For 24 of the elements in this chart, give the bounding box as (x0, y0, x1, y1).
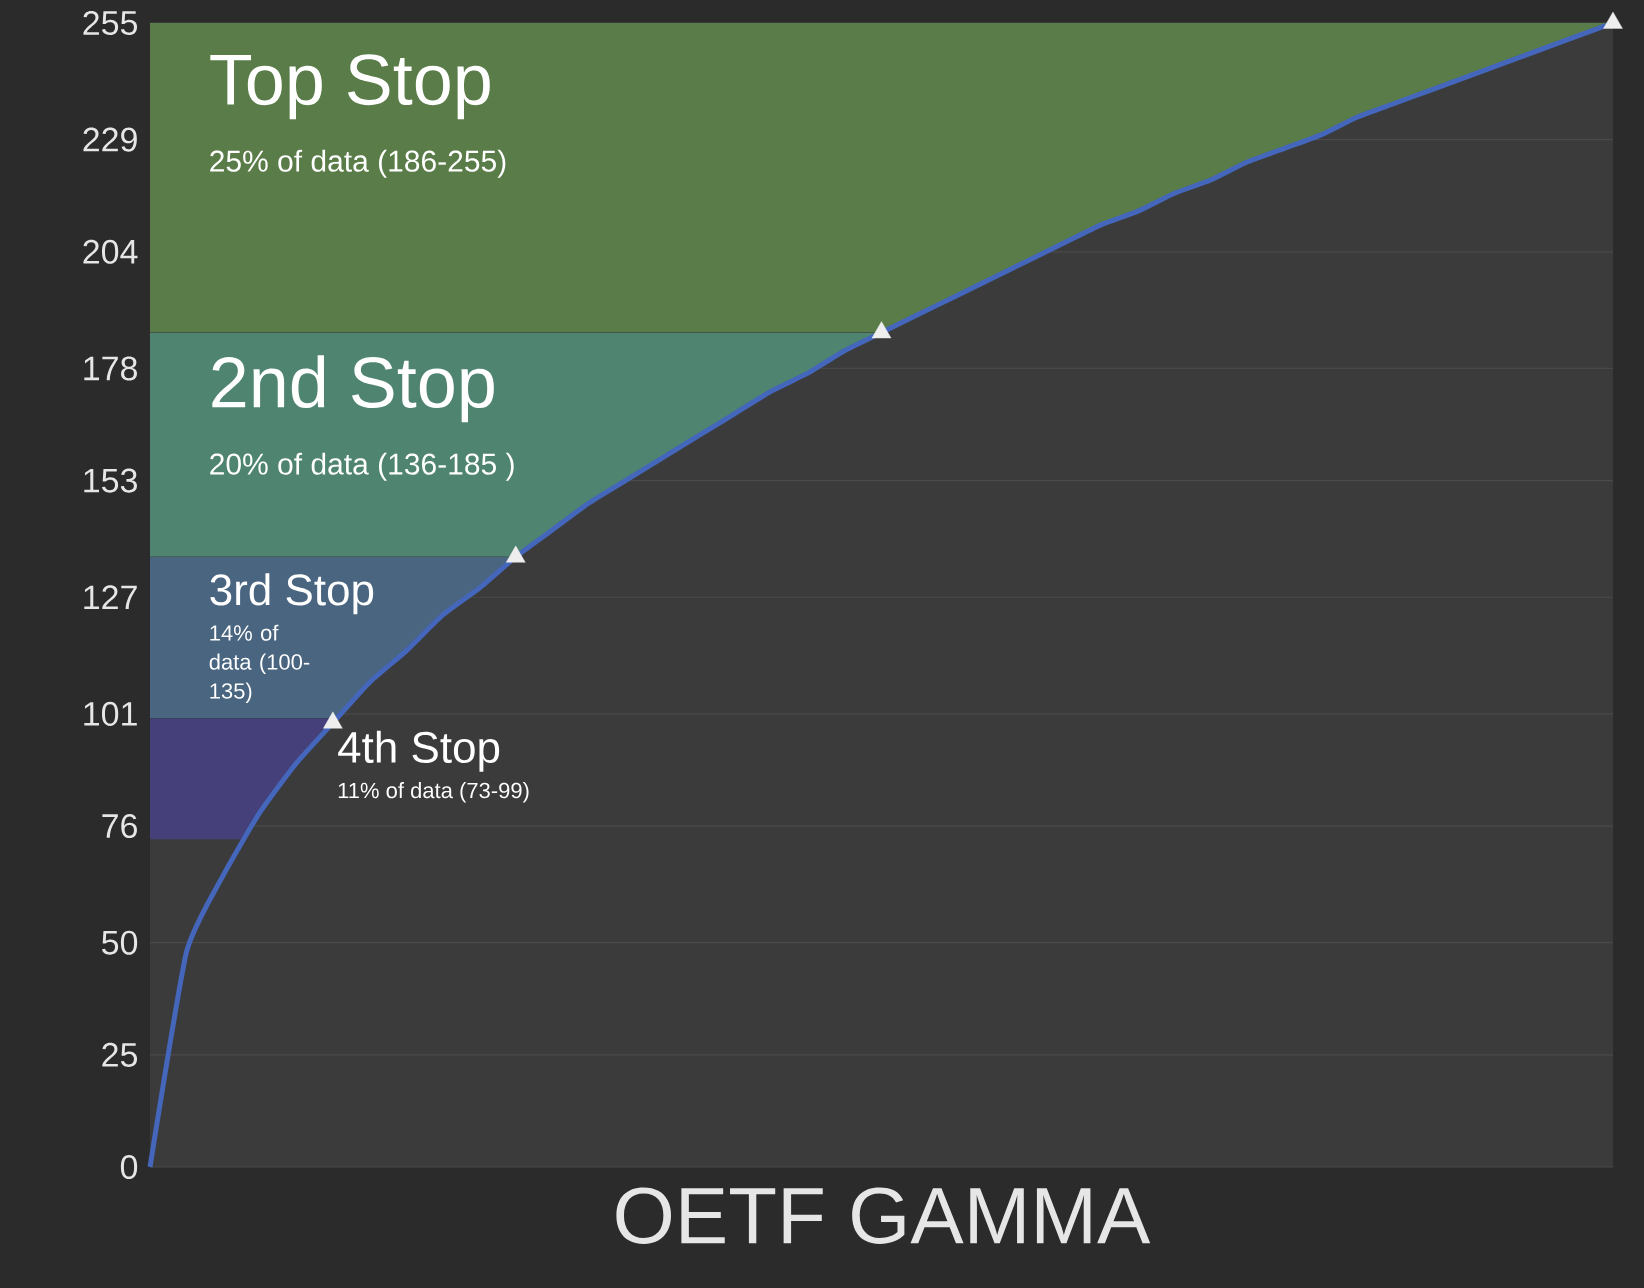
y-tick-label: 50 (102, 930, 138, 955)
annotation: 11% of data (73-99) (338, 782, 529, 803)
y-tick-label: 178 (84, 356, 137, 381)
annotation: 20% of data (136-185 ) (210, 452, 514, 481)
band-label: 4th Stop (338, 730, 500, 772)
band-label: 3rd Stop (210, 573, 374, 615)
y-tick-label: 25 (102, 1042, 138, 1067)
annotation: 25% of data (186-255) (210, 149, 506, 178)
band-label: Top Stop (210, 54, 490, 120)
point (506, 545, 526, 563)
y-tick-label: 101 (84, 701, 137, 726)
annotation: 14% of data (100-135) (209, 624, 310, 704)
y-tick-label: 76 (102, 814, 137, 839)
y-tick-label: 229 (83, 127, 137, 152)
x-axis-title: OETF GAMMA (616, 1187, 1151, 1245)
point (323, 711, 343, 729)
band-label: 2nd Stop (212, 355, 494, 423)
y-tick-label: 127 (84, 585, 137, 610)
y-tick-label: 204 (83, 239, 138, 264)
point (871, 321, 892, 339)
y-tick-label: 153 (84, 468, 137, 493)
y-tick-label: 0 (120, 1154, 138, 1180)
y-tick-label: 255 (83, 10, 138, 36)
point (1603, 11, 1623, 29)
